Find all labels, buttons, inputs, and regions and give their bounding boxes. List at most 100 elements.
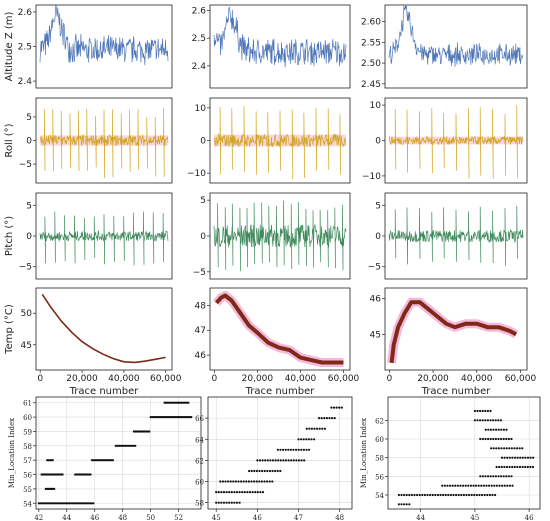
altitude-2-series-line <box>213 6 347 68</box>
scatter-2-point <box>302 438 305 441</box>
temp-2-xtick-label-2: 40,000 <box>285 374 317 384</box>
scatter-2-point <box>224 480 227 483</box>
scatter-3-row-9 <box>473 419 502 422</box>
pitch-2-ytick-label-1: 0 <box>200 232 206 242</box>
scatter-2-point <box>217 501 220 504</box>
scatter-2-point <box>246 491 249 494</box>
scatter-3-point <box>465 493 468 497</box>
altitude-3-ytick-label-3: 2.60 <box>361 18 381 28</box>
scatter-1-ylabel: Min_Location Index <box>8 418 16 488</box>
scatter-1-point <box>111 459 114 462</box>
scatter-2-point <box>255 480 258 483</box>
scatter-1-ytick-label-6: 60 <box>23 414 32 422</box>
scatter-3-point <box>410 493 413 497</box>
scatter-3-point <box>475 484 478 487</box>
scatter-3-point <box>488 493 491 497</box>
scatter-3-point <box>511 465 514 469</box>
scatter-2-point <box>227 480 230 483</box>
scatter-3-point <box>505 475 508 478</box>
scatter-3-point <box>481 493 484 497</box>
pitch-2-series-line <box>213 200 347 272</box>
scatter-2-point <box>268 469 271 473</box>
pitch-1-ytick-label-2: 5 <box>26 201 32 211</box>
temp-1-xlabel: Trace number <box>69 386 140 397</box>
temp-2-ytick-label-1: 47 <box>195 326 206 336</box>
scatter-2-point <box>274 459 277 462</box>
scatter-2-row-1 <box>215 491 265 494</box>
scatter-2-point <box>240 480 243 483</box>
altitude-3-ytick-label-0: 2.45 <box>361 80 381 90</box>
roll-2-ytick-label-2: 10 <box>195 104 207 114</box>
scatter-2-point <box>325 417 328 420</box>
scatter-3-point <box>508 484 511 487</box>
scatter-2-point <box>259 491 262 494</box>
scatter-3-point <box>494 437 497 441</box>
scatter-1-row-1 <box>44 487 56 490</box>
scatter-2-point <box>228 491 231 494</box>
roll-2-series-line <box>213 106 347 180</box>
scatter-3-point <box>413 493 416 497</box>
scatter-2-point <box>332 406 336 409</box>
scatter-2-point <box>271 469 274 473</box>
pitch-1-series-line <box>39 211 169 266</box>
scatter-3-point <box>507 437 510 441</box>
scatter-2-point <box>308 448 311 451</box>
scatter-2-point <box>263 480 266 483</box>
scatter-2-point <box>313 427 316 430</box>
scatter-3-row-8 <box>484 428 508 431</box>
scatter-3-point <box>500 447 503 450</box>
roll-2-ytick-label-0: −10 <box>187 169 206 179</box>
scatter-3-point <box>476 419 479 422</box>
scatter-1-ytick-label-4: 58 <box>23 443 32 451</box>
roll-1-ytick-label-0: −5 <box>19 160 32 170</box>
scatter-3-point <box>481 475 484 478</box>
scatter-3-point <box>513 465 516 469</box>
temp-2-xtick-label-3: 60,000 <box>328 374 360 384</box>
scatter-3-frame <box>387 396 541 510</box>
scatter-3-ytick-label-1: 56 <box>375 473 384 481</box>
scatter-3-point <box>459 484 462 487</box>
scatter-3-point <box>490 447 493 450</box>
scatter-3-point <box>493 484 496 487</box>
roll-2-ytick-label-1: 0 <box>200 137 206 147</box>
scatter-2-point <box>266 469 269 473</box>
temp-1-frame <box>35 287 173 371</box>
pitch-1-ylabel: Pitch (°) <box>4 216 15 256</box>
scatter-2-point <box>277 459 280 462</box>
scatter-2-point <box>235 501 239 504</box>
scatter-2-point <box>241 491 244 494</box>
scatter-3-point <box>497 475 500 478</box>
scatter-3-point <box>483 493 486 497</box>
scatter-1-ytick-label-7: 61 <box>23 400 32 408</box>
altitude-1-ytick-label-0: 2.4 <box>18 77 33 87</box>
scatter-3-point <box>480 484 483 487</box>
scatter-2-point <box>232 480 235 483</box>
scatter-2-point <box>256 459 259 462</box>
scatter-3-point <box>526 456 530 459</box>
scatter-2-point <box>243 491 246 494</box>
scatter-3-ytick-label-0: 54 <box>375 492 384 500</box>
scatter-3-point <box>487 437 490 441</box>
scatter-3-point <box>524 456 527 459</box>
scatter-3-point <box>468 493 471 497</box>
roll-3-series-line <box>388 105 524 179</box>
scatter-2-point <box>310 438 313 441</box>
scatter-1-row-6 <box>114 444 137 447</box>
scatter-1-frame <box>35 396 202 510</box>
scatter-2-row-0 <box>215 501 241 504</box>
scatter-3-point <box>441 484 444 487</box>
scatter-3-point <box>479 419 482 422</box>
scatter-2-point <box>320 417 323 420</box>
scatter-3-point <box>443 484 446 487</box>
scatter-2-point <box>297 448 300 451</box>
scatter-2-point <box>300 448 303 451</box>
scatter-2-point <box>279 448 282 451</box>
scatter-1-row-7 <box>132 430 151 433</box>
scatter-3-point <box>516 465 519 469</box>
temp-2-frame <box>209 287 351 371</box>
scatter-3-point <box>400 503 403 506</box>
scatter-2-row-4 <box>256 459 306 462</box>
scatter-2-point <box>305 438 308 441</box>
scatter-2-point <box>225 491 228 494</box>
scatter-2-point <box>307 438 310 441</box>
